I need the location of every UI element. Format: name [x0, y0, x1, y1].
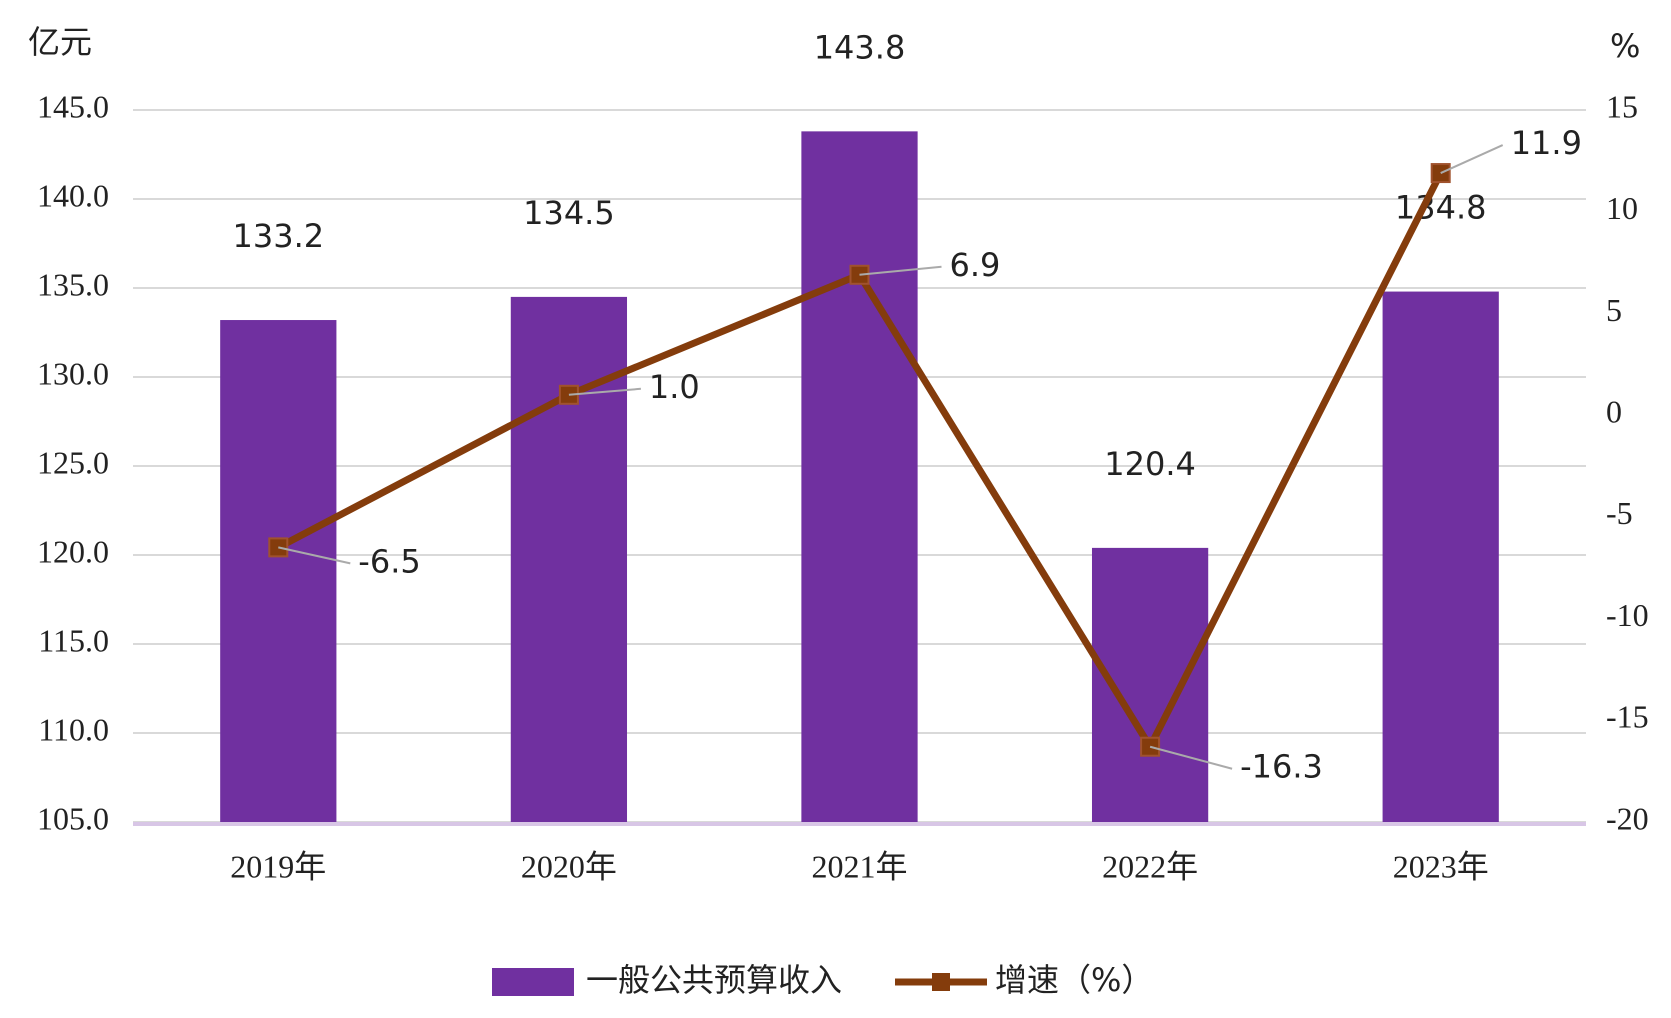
- legend-swatch: [492, 968, 574, 996]
- y2-tick-label: 10: [1606, 190, 1638, 226]
- legend-label: 一般公共预算收入: [586, 961, 842, 999]
- y2-tick-label: 15: [1606, 88, 1638, 124]
- y2-tick-label: -5: [1606, 495, 1633, 531]
- leader-line: [568, 387, 641, 396]
- line-value-label: 6.9: [950, 246, 1001, 284]
- x-tick-label: 2022年: [1102, 848, 1198, 884]
- line-value-label: 1.0: [649, 368, 700, 406]
- bar-value-label: 134.8: [1395, 189, 1487, 227]
- y-tick-label: 120.0: [37, 533, 109, 569]
- bar-value-label: 143.8: [814, 28, 906, 66]
- bar: [220, 320, 337, 822]
- y-tick-label: 110.0: [38, 711, 109, 747]
- bar: [510, 296, 628, 822]
- leader-line: [278, 546, 351, 565]
- leader-line: [1440, 144, 1504, 174]
- line-value-label: 11.9: [1511, 124, 1582, 162]
- bar-value-label: 120.4: [1104, 445, 1196, 483]
- line-value-label: -16.3: [1240, 748, 1323, 786]
- legend-marker: [932, 973, 950, 991]
- x-tick-label: 2021年: [811, 848, 907, 884]
- bar-value-label: 134.5: [523, 194, 615, 232]
- x-tick-label: 2023年: [1393, 848, 1489, 884]
- x-tick-label: 2020年: [521, 848, 617, 884]
- y2-tick-label: -20: [1606, 800, 1649, 836]
- y2-tick-label: -15: [1606, 699, 1649, 735]
- y-tick-label: 145.0: [37, 88, 109, 124]
- y-tick-label: 125.0: [37, 444, 109, 480]
- bar-value-label: 133.2: [232, 217, 324, 255]
- y2-tick-label: 5: [1606, 292, 1622, 328]
- y2-tick-label: 0: [1606, 393, 1622, 429]
- y-tick-label: 140.0: [37, 177, 109, 213]
- y-tick-label: 105.0: [37, 800, 109, 836]
- bar: [801, 131, 918, 823]
- line-value-label: -6.5: [358, 542, 420, 580]
- legend-label: 增速（%）: [995, 961, 1153, 999]
- leader-line: [859, 265, 942, 276]
- leader-line: [1149, 745, 1233, 770]
- y-tick-label: 135.0: [37, 266, 109, 302]
- bar: [1382, 291, 1499, 822]
- x-tick-label: 2019年: [230, 848, 326, 884]
- y-unit: 亿元: [28, 23, 92, 61]
- y-tick-label: 115.0: [38, 622, 109, 658]
- y-tick-label: 130.0: [37, 355, 109, 391]
- y2-tick-label: -10: [1606, 597, 1649, 633]
- y2-unit: %: [1610, 27, 1640, 65]
